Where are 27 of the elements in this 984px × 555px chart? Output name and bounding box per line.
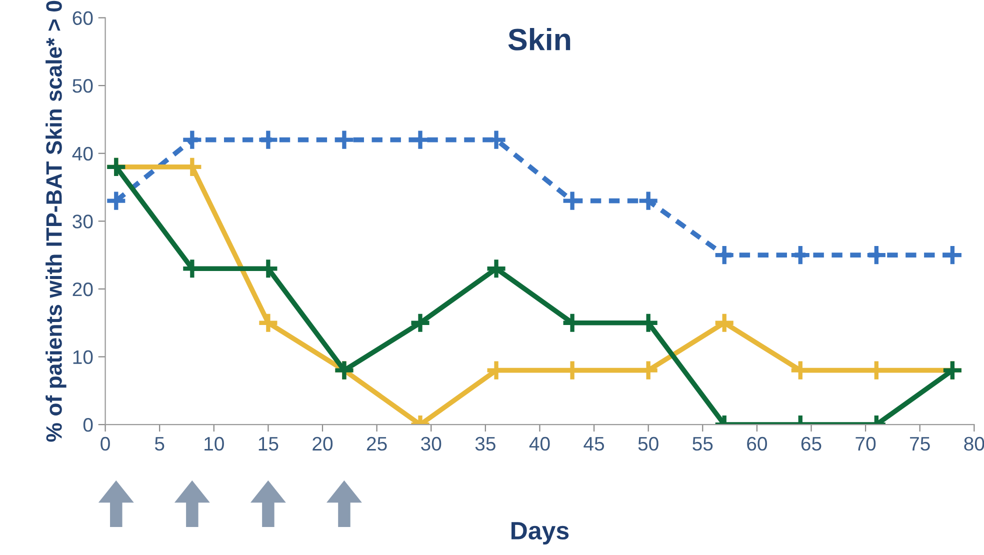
y-axis-title: % of patients with ITP-BAT Skin scale* > 0 (46, 0, 66, 442)
x-tick-label: 75 (910, 437, 930, 451)
y-tick-label: 20 (72, 282, 93, 296)
x-tick-label: 30 (421, 436, 442, 451)
x-tick-label: 15 (258, 437, 278, 451)
x-tick-label: 5 (154, 437, 164, 451)
y-tick-label: 30 (72, 214, 93, 228)
y-tick-label: 10 (73, 350, 93, 364)
y-tick-label: 60 (72, 11, 93, 25)
x-tick-label: 60 (747, 436, 767, 451)
y-tick-label: 50 (72, 79, 93, 93)
x-tick-label: 70 (856, 436, 876, 451)
x-tick-label: 40 (529, 436, 550, 451)
x-tick-label: 80 (964, 436, 984, 451)
x-tick-label: 25 (366, 436, 387, 451)
x-tick-label: 45 (584, 437, 604, 451)
x-axis-title: Days (512, 522, 569, 544)
chart-title: Skin (508, 28, 570, 50)
x-tick-label: 50 (638, 436, 658, 451)
y-tick-label: 40 (72, 146, 93, 161)
x-tick-label: 0 (100, 436, 110, 451)
x-tick-label: 35 (475, 436, 496, 451)
x-tick-label: 20 (312, 436, 333, 451)
x-tick-label: 65 (801, 436, 822, 451)
y-tick-label: 0 (83, 418, 93, 432)
x-tick-label: 55 (692, 437, 713, 451)
x-tick-label: 10 (204, 436, 224, 451)
